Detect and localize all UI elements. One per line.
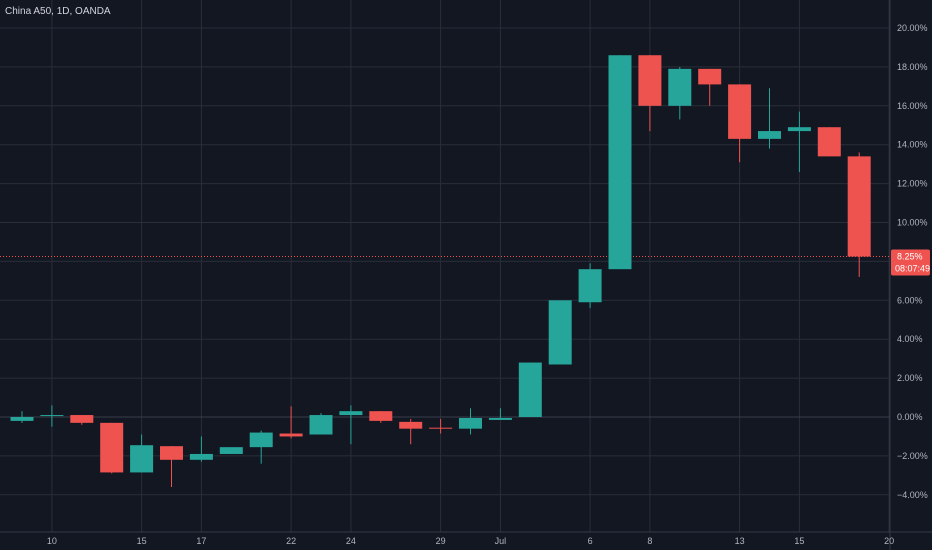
time-axis-label: 15 <box>137 536 147 546</box>
price-tag-countdown: 08:07:49 <box>895 264 930 274</box>
time-axis-label: 17 <box>196 536 206 546</box>
time-axis-label: 20 <box>884 536 894 546</box>
candle-body <box>518 362 542 417</box>
candle-body <box>459 417 482 429</box>
price-tag-background <box>891 249 930 276</box>
candle-body <box>668 68 692 106</box>
candle-body <box>339 411 363 416</box>
candle-body <box>847 156 871 257</box>
price-axis-label: −2.00% <box>897 451 928 461</box>
candle-body <box>608 55 632 270</box>
time-axis-label: 22 <box>286 536 296 546</box>
price-tag: 8.25% 08:07:49 <box>891 249 930 276</box>
candle-body <box>638 55 662 106</box>
price-axis-label: 6.00% <box>897 295 923 305</box>
price-axis-label: −4.00% <box>897 490 928 500</box>
candle-body <box>817 127 841 157</box>
time-axis-label: 13 <box>735 536 745 546</box>
candle-body <box>728 84 752 139</box>
time-axis-label: Jul <box>495 536 507 546</box>
time-axis-label: 15 <box>794 536 804 546</box>
candle-body <box>698 68 722 85</box>
candle-body <box>488 417 512 420</box>
candle-body <box>787 127 811 132</box>
time-axis-label: 24 <box>346 536 356 546</box>
time-axis-label: 8 <box>647 536 652 546</box>
price-axis-label: 20.00% <box>897 23 928 33</box>
candle-body <box>100 422 124 473</box>
price-tag-value: 8.25% <box>897 252 923 262</box>
candle-body <box>70 415 94 423</box>
candles <box>10 55 871 488</box>
price-axis-label: 10.00% <box>897 218 928 228</box>
candle-body <box>160 446 183 460</box>
candle-body <box>548 300 572 365</box>
price-axis-label: 0.00% <box>897 412 923 422</box>
price-axis-label: 4.00% <box>897 334 923 344</box>
candle-body <box>399 421 423 429</box>
candle-body <box>130 445 154 473</box>
candle-body <box>369 411 393 421</box>
candle-body <box>758 131 781 139</box>
candle-body <box>249 432 273 448</box>
candle-body <box>10 417 34 421</box>
price-axis-label: 12.00% <box>897 179 928 189</box>
price-axis-label: 14.00% <box>897 140 928 150</box>
price-axis-label: 2.00% <box>897 373 923 383</box>
price-axis-label: 18.00% <box>897 62 928 72</box>
price-axis-labels: 20.00%18.00%16.00%14.00%12.00%10.00%8.00… <box>897 23 928 500</box>
candle-body <box>578 269 602 303</box>
candle-body <box>309 415 333 435</box>
price-axis-label: 16.00% <box>897 101 928 111</box>
time-axis-label: 29 <box>436 536 446 546</box>
time-axis-labels: 10 15 17 22 24 29 Jul 6 8 13 15 20 <box>47 536 894 546</box>
candle-body <box>189 453 213 460</box>
time-axis-label: 6 <box>588 536 593 546</box>
time-axis-label: 10 <box>47 536 57 546</box>
symbol-label: China A50, 1D, OANDA <box>5 6 111 17</box>
candle-body <box>219 447 243 454</box>
candle-body <box>279 433 303 437</box>
candle-body <box>429 427 453 429</box>
candle-body <box>40 415 64 417</box>
